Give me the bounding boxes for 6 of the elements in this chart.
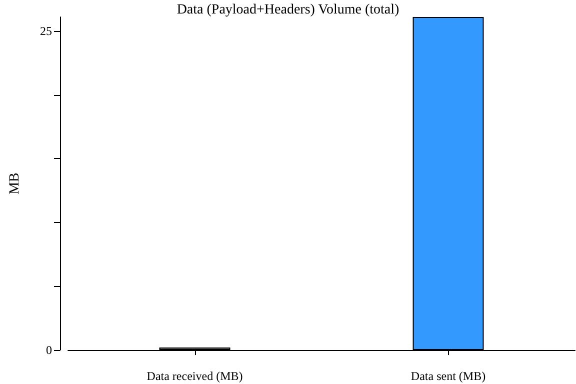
- y-axis-title: MB: [8, 172, 22, 194]
- y-tick-label: 0: [46, 343, 52, 357]
- chart-title: Data (Payload+Headers) Volume (total): [176, 2, 400, 18]
- x-tick-label: Data received (MB): [146, 369, 243, 383]
- x-tick-label: Data sent (MB): [410, 369, 486, 383]
- y-tick-label: 25: [40, 24, 52, 38]
